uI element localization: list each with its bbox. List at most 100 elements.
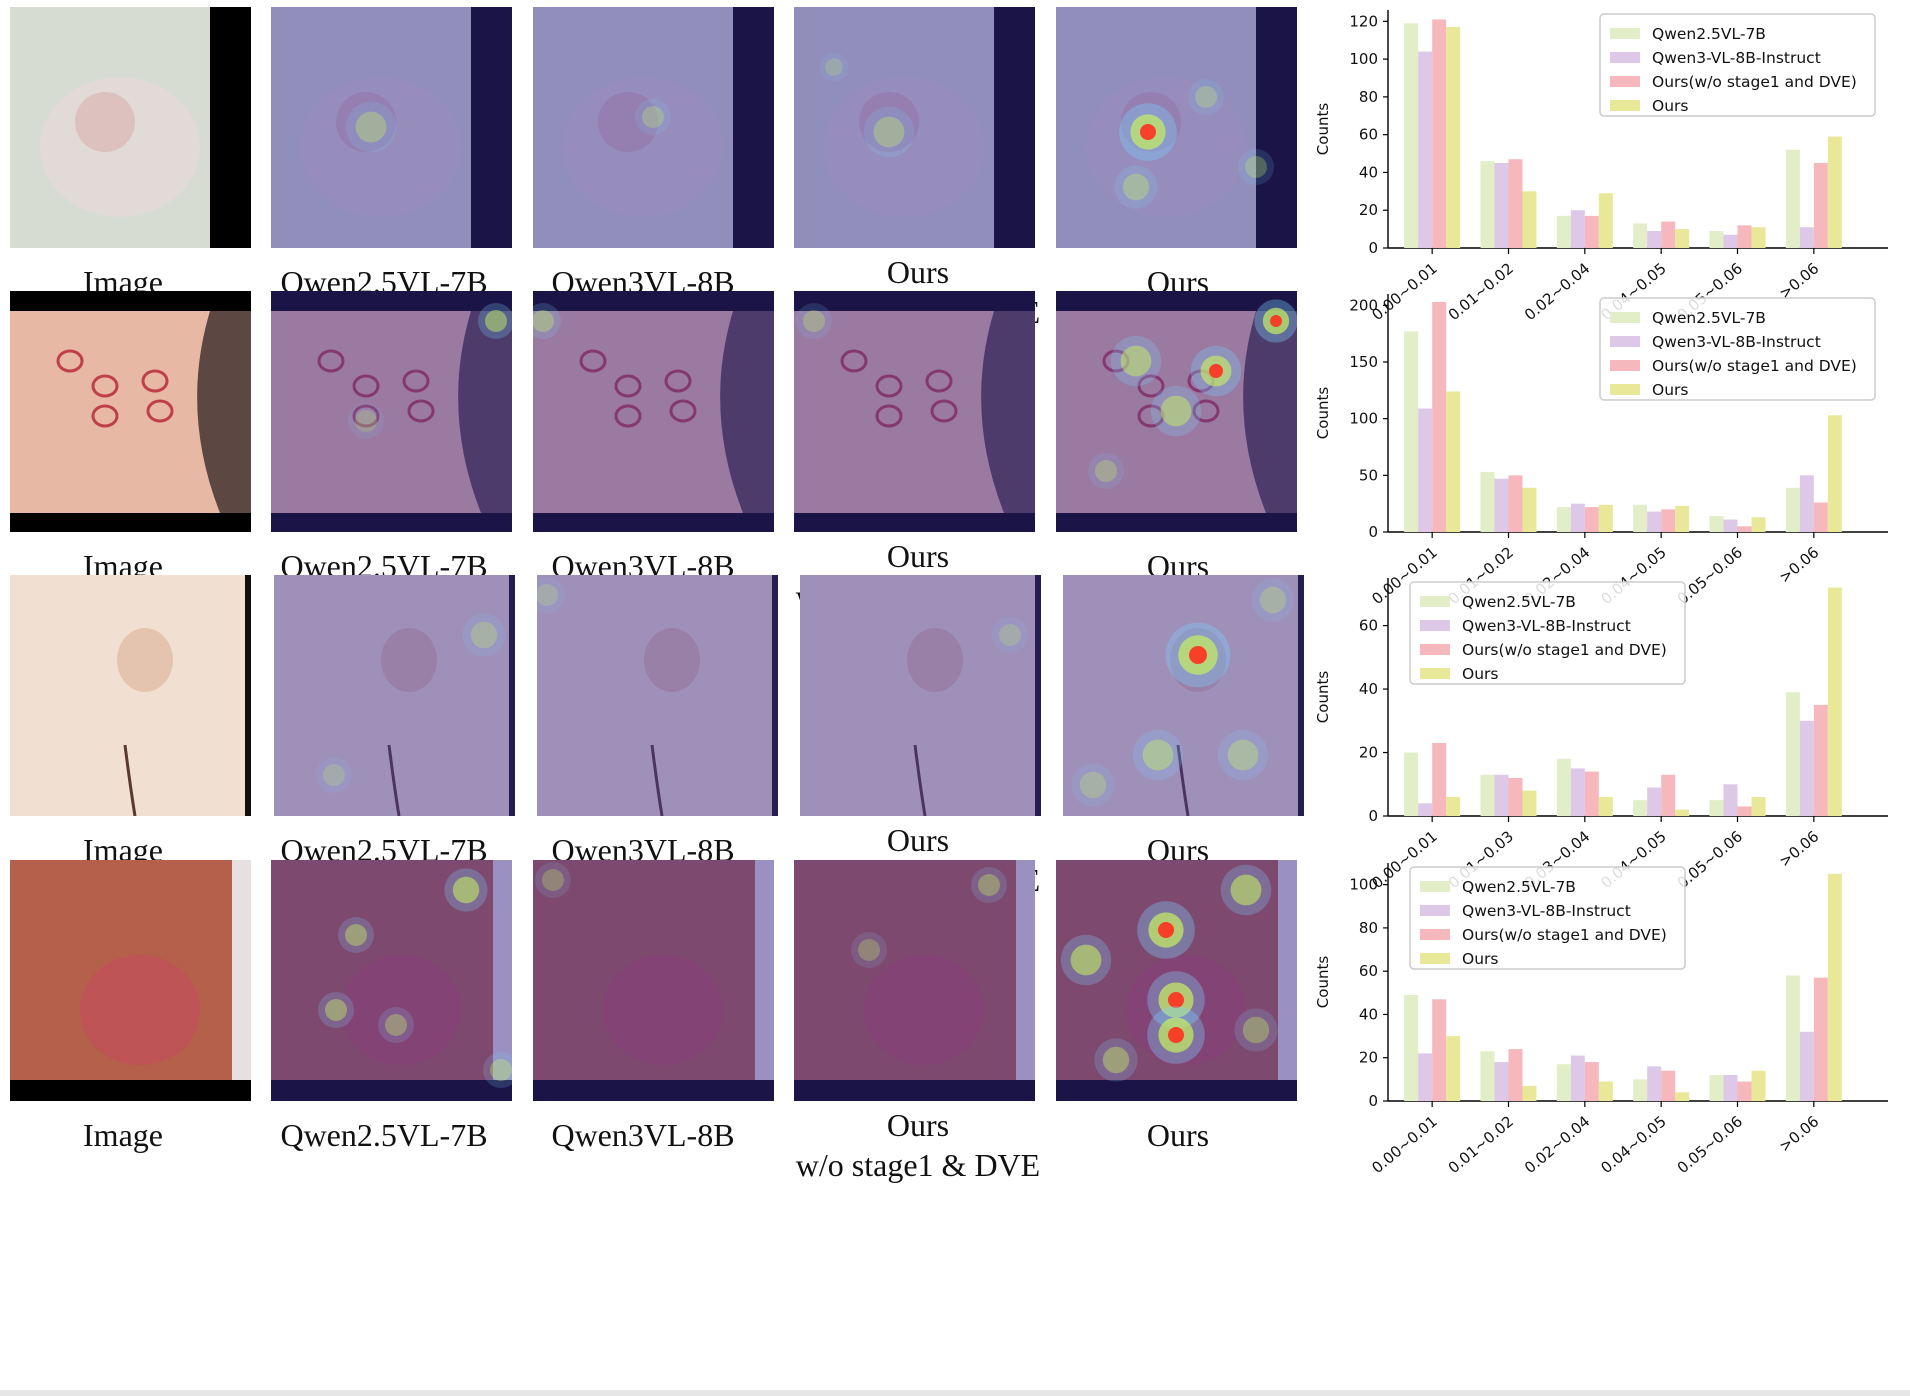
bar bbox=[1675, 505, 1690, 532]
attention-heatmap bbox=[533, 291, 774, 532]
bar bbox=[1418, 51, 1433, 248]
bar bbox=[1570, 768, 1585, 816]
x-tick-label: 0.02~0.04 bbox=[1521, 1112, 1593, 1177]
bar bbox=[1508, 1049, 1523, 1101]
y-tick-label: 20 bbox=[1359, 201, 1378, 219]
bar bbox=[1522, 790, 1537, 816]
bar bbox=[1737, 225, 1752, 248]
legend-label: Qwen2.5VL-7B bbox=[1652, 25, 1766, 43]
y-tick-label: 60 bbox=[1359, 962, 1378, 980]
attention-heatmap bbox=[533, 7, 774, 248]
bar bbox=[1494, 478, 1509, 532]
attention-heatmap bbox=[271, 860, 512, 1101]
legend-swatch bbox=[1610, 336, 1640, 347]
legend-label: Qwen3-VL-8B-Instruct bbox=[1462, 902, 1631, 920]
legend-swatch bbox=[1420, 905, 1450, 916]
y-axis-label: Counts bbox=[1314, 671, 1332, 724]
bar bbox=[1813, 502, 1828, 532]
legend-swatch bbox=[1420, 596, 1450, 607]
bar bbox=[1723, 519, 1738, 532]
legend-label: Qwen3-VL-8B-Instruct bbox=[1462, 617, 1631, 635]
bar bbox=[1827, 415, 1842, 532]
legend-label: Ours bbox=[1462, 665, 1498, 683]
legend-swatch bbox=[1420, 929, 1450, 940]
source-image bbox=[10, 860, 251, 1101]
panel-label: Image bbox=[83, 1117, 163, 1153]
legend-swatch bbox=[1610, 360, 1640, 371]
attention-heatmap bbox=[533, 860, 774, 1101]
bar bbox=[1827, 136, 1842, 248]
attention-heatmap bbox=[1056, 7, 1297, 248]
bar bbox=[1584, 215, 1599, 248]
bar bbox=[1508, 777, 1523, 816]
bar bbox=[1633, 223, 1648, 248]
bar bbox=[1737, 1081, 1752, 1101]
legend: Qwen2.5VL-7B Qwen3-VL-8B-Instruct Ours(w/o… bbox=[1599, 297, 1876, 401]
bar bbox=[1723, 234, 1738, 248]
bar bbox=[1633, 1079, 1648, 1101]
bar bbox=[1522, 191, 1537, 248]
bar bbox=[1570, 1055, 1585, 1101]
bar bbox=[1432, 301, 1447, 532]
bar bbox=[1598, 796, 1613, 816]
bar bbox=[1675, 809, 1690, 816]
y-tick-label: 0 bbox=[1368, 1092, 1378, 1110]
bar bbox=[1813, 163, 1828, 248]
y-tick-label: 80 bbox=[1359, 88, 1378, 106]
y-tick-label: 120 bbox=[1349, 12, 1378, 30]
y-tick-label: 0 bbox=[1368, 807, 1378, 825]
legend-swatch bbox=[1420, 668, 1450, 679]
histogram-chart: 0 50 100 150 200 Counts 0.00~0.01 0.01~0.02 0.02… bbox=[1300, 284, 1910, 629]
bar bbox=[1709, 1075, 1724, 1101]
bar bbox=[1432, 19, 1447, 249]
legend-label: Qwen2.5VL-7B bbox=[1652, 309, 1766, 327]
bar bbox=[1813, 704, 1828, 816]
bar bbox=[1647, 511, 1662, 532]
bar bbox=[1661, 774, 1676, 816]
bar bbox=[1446, 1036, 1461, 1101]
bar bbox=[1480, 161, 1495, 248]
bar bbox=[1446, 391, 1461, 532]
y-axis-label: Counts bbox=[1314, 103, 1332, 156]
bar bbox=[1556, 1064, 1571, 1101]
panel-label: Ours bbox=[1146, 1117, 1210, 1153]
panel-label: Qwen2.5VL-7B bbox=[280, 1117, 488, 1153]
bar bbox=[1556, 215, 1571, 248]
y-tick-label: 80 bbox=[1359, 919, 1378, 937]
bar bbox=[1723, 784, 1738, 816]
bar bbox=[1494, 774, 1509, 816]
y-tick-label: 100 bbox=[1349, 410, 1378, 428]
y-tick-label: 0 bbox=[1368, 523, 1378, 541]
legend-label: Qwen2.5VL-7B bbox=[1462, 878, 1576, 896]
panel-label: Qwen3VL-8B bbox=[551, 1117, 735, 1153]
bar bbox=[1709, 516, 1724, 532]
x-tick-label: 0.05~0.06 bbox=[1674, 1112, 1746, 1177]
legend-label: Ours(w/o stage1 and DVE) bbox=[1462, 641, 1667, 659]
legend-label: Qwen2.5VL-7B bbox=[1462, 593, 1576, 611]
bar bbox=[1799, 720, 1814, 816]
bar bbox=[1556, 507, 1571, 532]
bar bbox=[1404, 994, 1419, 1101]
y-tick-label: 40 bbox=[1359, 1005, 1378, 1023]
legend-swatch bbox=[1420, 644, 1450, 655]
bar bbox=[1751, 1070, 1766, 1101]
y-axis-label: Counts bbox=[1314, 387, 1332, 440]
x-tick-label: 0.00~0.01 bbox=[1368, 1112, 1440, 1177]
y-tick-label: 0 bbox=[1368, 239, 1378, 257]
bar bbox=[1799, 1031, 1814, 1101]
legend: Qwen2.5VL-7B Qwen3-VL-8B-Instruct Ours(w/o… bbox=[1409, 581, 1686, 685]
panel-label: Ours bbox=[886, 538, 950, 574]
bar bbox=[1432, 999, 1447, 1101]
y-tick-label: 100 bbox=[1349, 876, 1378, 894]
attention-heatmap bbox=[794, 291, 1035, 532]
y-tick-label: 20 bbox=[1359, 1049, 1378, 1067]
legend-swatch bbox=[1610, 28, 1640, 39]
bar bbox=[1598, 193, 1613, 248]
bar bbox=[1633, 504, 1648, 532]
bar bbox=[1522, 1085, 1537, 1101]
bar bbox=[1785, 975, 1800, 1101]
y-tick-label: 60 bbox=[1359, 617, 1378, 635]
bar bbox=[1661, 1070, 1676, 1101]
legend-label: Ours(w/o stage1 and DVE) bbox=[1652, 73, 1857, 91]
